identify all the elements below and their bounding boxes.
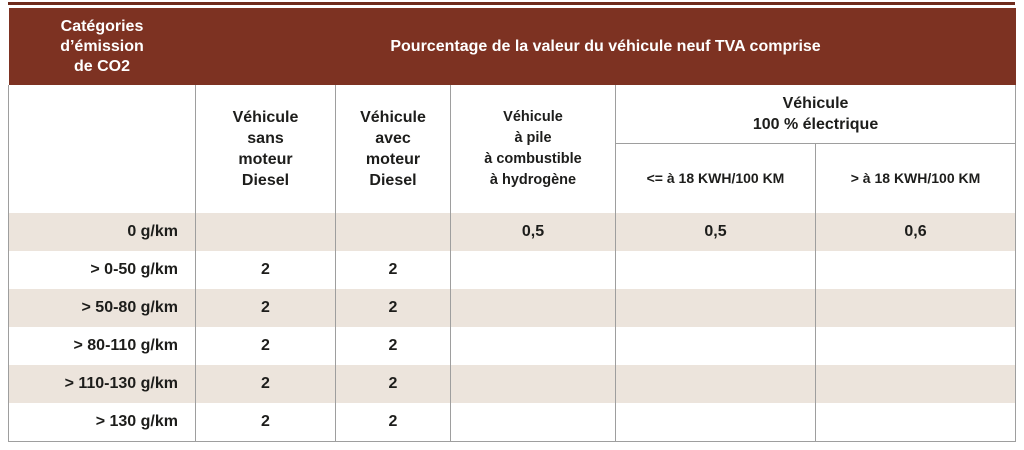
hydrogene-line2: à pile	[514, 130, 552, 146]
header-categories-line3: de CO2	[73, 57, 130, 75]
cell-category: > 130 g/km	[8, 403, 196, 442]
cell-hydrogene	[450, 403, 616, 442]
electric-subheader-row: <= à 18 KWH/100 KM > à 18 KWH/100 KM	[9, 143, 1017, 213]
cell-elec-le18: 0,5	[615, 213, 816, 251]
sans-diesel-line3: moteur	[238, 151, 293, 168]
cell-hydrogene	[450, 365, 616, 403]
cell-sans-diesel: 2	[195, 289, 336, 327]
sans-diesel-line1: Véhicule	[232, 109, 299, 126]
cell-category: > 110-130 g/km	[8, 365, 196, 403]
cell-sans-diesel: 2	[195, 327, 336, 365]
cell-elec-gt18	[814, 365, 1017, 403]
header-cell-electrique: Véhicule 100 % électrique	[614, 85, 1017, 144]
sans-diesel-line2: sans	[247, 130, 284, 147]
cell-hydrogene	[450, 327, 616, 365]
cell-avec-diesel: 2	[335, 403, 451, 442]
cell-hydrogene: 0,5	[450, 213, 616, 251]
avec-diesel-line4: Diesel	[369, 172, 417, 189]
header-cell-sans-diesel: Véhicule sans moteur Diesel	[195, 85, 336, 213]
header-cell-percentage-title: Pourcentage de la valeur du véhicule neu…	[195, 8, 1016, 85]
header-cell-gt-18kwh: > à 18 KWH/100 KM	[814, 143, 1017, 213]
cell-elec-gt18: 0,6	[814, 213, 1017, 251]
cell-elec-gt18	[814, 289, 1017, 327]
cell-avec-diesel	[335, 213, 451, 251]
table-row-0-50gkm: > 0-50 g/km 2 2	[8, 251, 1017, 289]
cell-sans-diesel: 2	[195, 251, 336, 289]
cell-elec-gt18	[814, 327, 1017, 365]
header-cell-empty	[8, 85, 196, 213]
cell-elec-le18	[615, 403, 816, 442]
cell-sans-diesel	[195, 213, 336, 251]
header-cell-categories: Catégories d’émission de CO2	[8, 8, 196, 85]
table-row-130gkm: > 130 g/km 2 2	[8, 403, 1017, 442]
cell-sans-diesel: 2	[195, 365, 336, 403]
electrique-line1: Véhicule	[782, 94, 849, 112]
header-categories-line2: d’émission	[60, 37, 144, 55]
header-categories-line1: Catégories	[60, 17, 144, 35]
cell-elec-gt18	[814, 403, 1017, 442]
header-cell-avec-diesel: Véhicule avec moteur Diesel	[335, 85, 451, 213]
cell-elec-gt18	[814, 251, 1017, 289]
cell-elec-le18	[615, 289, 816, 327]
cell-avec-diesel: 2	[335, 289, 451, 327]
hydrogene-line4: à hydrogène	[489, 172, 577, 188]
cell-avec-diesel: 2	[335, 365, 451, 403]
table-row-50-80gkm: > 50-80 g/km 2 2	[8, 289, 1017, 327]
cell-elec-le18	[615, 251, 816, 289]
cell-category: > 0-50 g/km	[8, 251, 196, 289]
cell-hydrogene	[450, 289, 616, 327]
top-rule	[8, 2, 1015, 5]
column-header-row: Véhicule sans moteur Diesel Véhicule ave…	[8, 85, 1017, 213]
cell-avec-diesel: 2	[335, 251, 451, 289]
table-row-110-130gkm: > 110-130 g/km 2 2	[8, 365, 1017, 403]
avec-diesel-line1: Véhicule	[360, 109, 426, 126]
table-header-row: Catégories d’émission de CO2 Pourcentage…	[8, 8, 1016, 85]
co2-emission-table: Catégories d’émission de CO2 Pourcentage…	[8, 8, 1017, 442]
cell-avec-diesel: 2	[335, 327, 451, 365]
electrique-line2: 100 % électrique	[752, 115, 879, 133]
hydrogene-line3: à combustible	[484, 151, 582, 167]
cell-category: > 50-80 g/km	[8, 289, 196, 327]
avec-diesel-line3: moteur	[365, 151, 421, 168]
avec-diesel-line2: avec	[375, 130, 411, 147]
table-row-80-110gkm: > 80-110 g/km 2 2	[8, 327, 1017, 365]
sans-diesel-line4: Diesel	[241, 172, 290, 189]
cell-hydrogene	[450, 251, 616, 289]
cell-category: > 80-110 g/km	[8, 327, 196, 365]
cell-elec-le18	[615, 365, 816, 403]
cell-elec-le18	[615, 327, 816, 365]
hydrogene-line1: Véhicule	[503, 109, 563, 125]
header-cell-hydrogene: Véhicule à pile à combustible à hydrogèn…	[450, 85, 616, 213]
cell-category: 0 g/km	[8, 213, 196, 251]
cell-sans-diesel: 2	[195, 403, 336, 442]
table-row-0gkm: 0 g/km 0,5 0,5 0,6	[8, 213, 1017, 251]
header-cell-le-18kwh: <= à 18 KWH/100 KM	[615, 143, 816, 213]
